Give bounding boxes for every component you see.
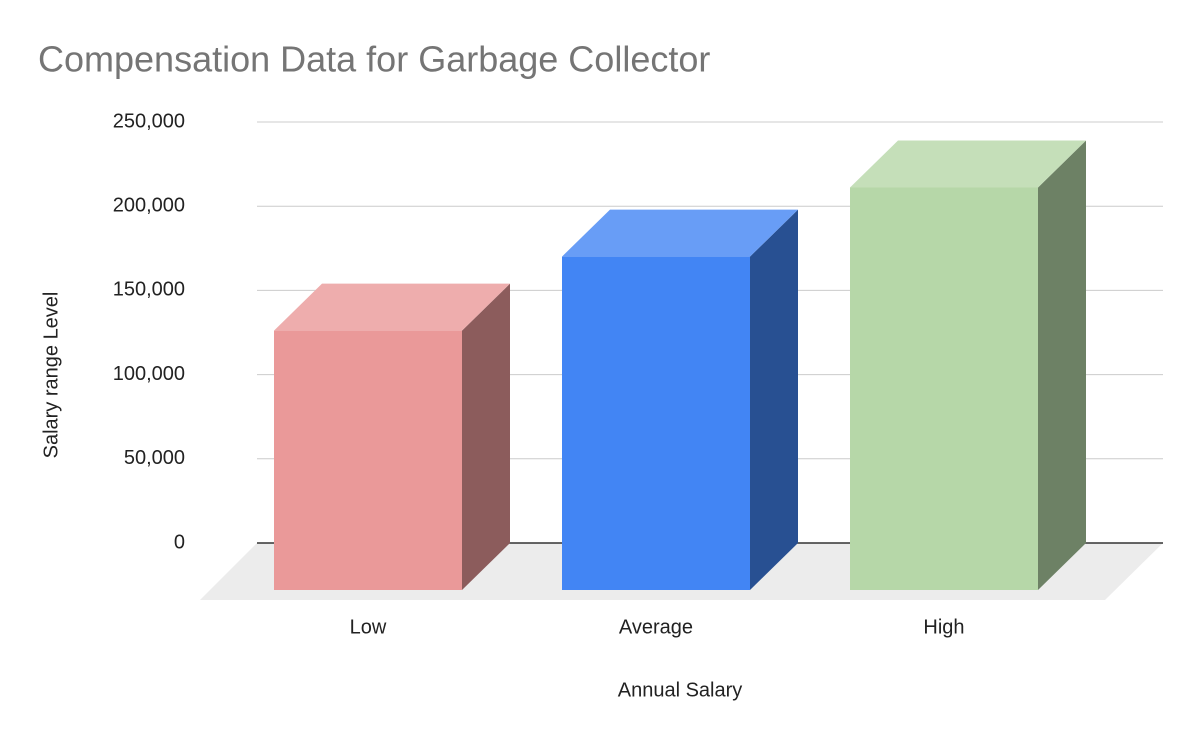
bar-side <box>750 209 798 590</box>
chart-title: Compensation Data for Garbage Collector <box>38 39 710 80</box>
x-axis-title: Annual Salary <box>618 679 743 701</box>
x-tick-label: Average <box>619 616 693 638</box>
bar-front <box>562 256 750 590</box>
bar-side <box>1038 140 1086 591</box>
y-tick-label: 150,000 <box>113 279 185 301</box>
bar-front <box>850 187 1038 591</box>
y-tick-label: 250,000 <box>113 110 185 132</box>
y-tick-label: 100,000 <box>113 363 185 385</box>
y-tick-label: 200,000 <box>113 194 185 216</box>
bar-top <box>562 209 798 257</box>
bar-side <box>462 283 510 590</box>
bar-front <box>274 330 462 590</box>
bar <box>274 283 510 590</box>
x-tick-label: High <box>923 616 964 638</box>
bar-top <box>850 140 1086 188</box>
bar <box>562 209 798 590</box>
y-tick-label: 50,000 <box>124 447 185 469</box>
y-axis-title: Salary range Level <box>40 292 62 459</box>
x-tick-label: Low <box>350 616 387 638</box>
bar <box>850 140 1086 591</box>
y-tick-label: 0 <box>174 531 185 553</box>
bar-top <box>274 283 510 331</box>
